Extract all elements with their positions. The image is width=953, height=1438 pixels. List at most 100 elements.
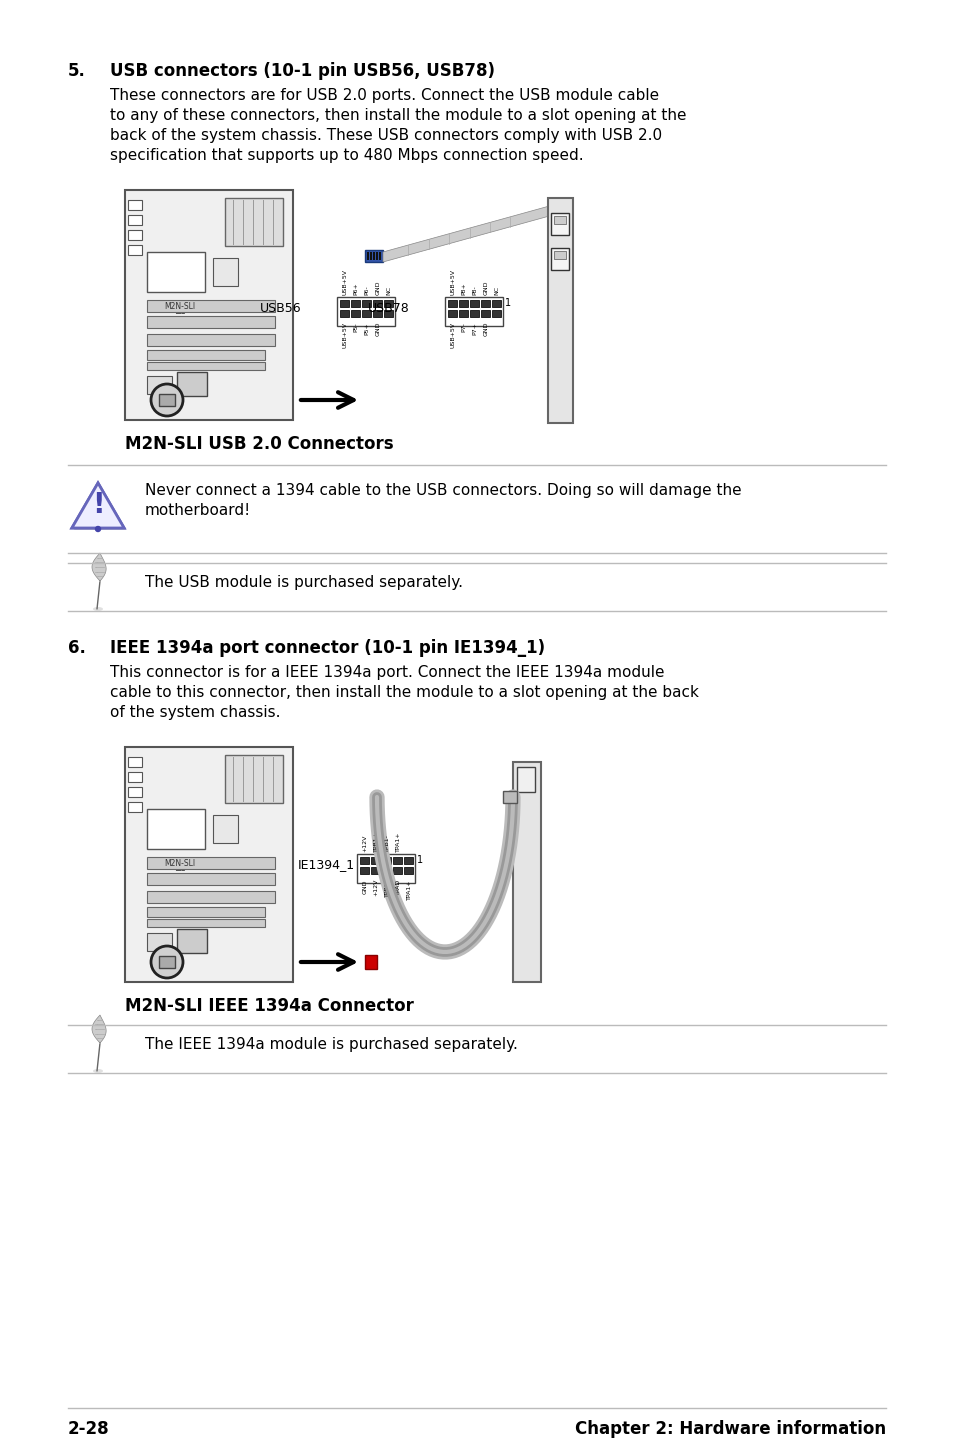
Text: cable to this connector, then install the module to a slot opening at the back: cable to this connector, then install th…: [110, 684, 699, 700]
Bar: [554, 252, 565, 259]
Bar: [554, 216, 565, 224]
Bar: [359, 867, 369, 874]
Bar: [393, 867, 401, 874]
Circle shape: [151, 946, 183, 978]
Bar: [458, 311, 468, 316]
Text: P6-: P6-: [364, 285, 369, 295]
Text: P7-: P7-: [461, 322, 466, 332]
Text: P8+: P8+: [461, 282, 466, 295]
Bar: [128, 244, 142, 255]
Bar: [448, 311, 456, 316]
Text: USB78: USB78: [368, 302, 410, 315]
Text: This connector is for a IEEE 1394a port. Connect the IEEE 1394a module: This connector is for a IEEE 1394a port.…: [110, 664, 664, 680]
Text: Never connect a 1394 cable to the USB connectors. Doing so will damage the: Never connect a 1394 cable to the USB co…: [145, 483, 740, 498]
Bar: [551, 213, 568, 234]
Bar: [517, 766, 535, 792]
Bar: [359, 857, 369, 864]
Bar: [147, 316, 274, 328]
Bar: [502, 791, 517, 802]
Text: of the system chassis.: of the system chassis.: [110, 705, 280, 720]
Bar: [147, 362, 265, 370]
Text: TPB1+: TPB1+: [374, 831, 378, 851]
Text: +12V: +12V: [362, 834, 367, 851]
Text: 5.: 5.: [68, 62, 86, 81]
Bar: [403, 867, 413, 874]
Text: P5+: P5+: [364, 322, 369, 335]
Text: 1: 1: [504, 298, 511, 308]
Text: GND: GND: [375, 280, 380, 295]
Bar: [213, 815, 237, 843]
Bar: [373, 301, 381, 306]
Polygon shape: [71, 483, 124, 528]
Bar: [384, 301, 393, 306]
Bar: [147, 873, 274, 884]
Bar: [373, 311, 381, 316]
Text: IE1394_1: IE1394_1: [297, 858, 355, 871]
Bar: [159, 394, 174, 406]
Bar: [513, 762, 540, 982]
Text: USB+5V: USB+5V: [450, 269, 455, 295]
Bar: [492, 311, 500, 316]
Bar: [147, 919, 265, 928]
Text: TPB1-: TPB1-: [384, 834, 389, 851]
Text: back of the system chassis. These USB connectors comply with USB 2.0: back of the system chassis. These USB co…: [110, 128, 661, 142]
Text: +12V: +12V: [374, 879, 378, 896]
Text: The USB module is purchased separately.: The USB module is purchased separately.: [145, 575, 462, 590]
Text: USB56: USB56: [260, 302, 302, 315]
Bar: [177, 929, 207, 953]
Bar: [384, 311, 393, 316]
Text: to any of these connectors, then install the module to a slot opening at the: to any of these connectors, then install…: [110, 108, 686, 124]
Text: TPB1-: TPB1-: [384, 879, 389, 897]
Bar: [147, 933, 172, 951]
Text: GND: GND: [483, 322, 488, 336]
Text: These connectors are for USB 2.0 ports. Connect the USB module cable: These connectors are for USB 2.0 ports. …: [110, 88, 659, 104]
Bar: [177, 372, 207, 395]
Bar: [480, 301, 490, 306]
Bar: [339, 301, 349, 306]
Circle shape: [151, 384, 183, 416]
Bar: [147, 907, 265, 917]
Bar: [128, 200, 142, 210]
Text: P5-: P5-: [354, 322, 358, 332]
Text: TPA1+: TPA1+: [395, 831, 400, 851]
Text: 1: 1: [416, 856, 423, 866]
Bar: [125, 190, 293, 420]
Bar: [547, 198, 573, 423]
Text: ━━━: ━━━: [175, 312, 185, 316]
Text: M2N-SLI USB 2.0 Connectors: M2N-SLI USB 2.0 Connectors: [125, 436, 394, 453]
Bar: [361, 311, 371, 316]
Bar: [371, 867, 379, 874]
Ellipse shape: [92, 607, 103, 611]
Bar: [351, 311, 359, 316]
Polygon shape: [71, 483, 124, 528]
Text: GND: GND: [375, 322, 380, 336]
Bar: [128, 230, 142, 240]
Bar: [361, 301, 371, 306]
Text: specification that supports up to 480 Mbps connection speed.: specification that supports up to 480 Mb…: [110, 148, 583, 162]
Bar: [551, 247, 568, 270]
Bar: [373, 252, 375, 260]
Text: GND: GND: [362, 879, 367, 893]
Ellipse shape: [92, 1068, 103, 1073]
Bar: [351, 301, 359, 306]
Bar: [128, 772, 142, 782]
Bar: [125, 746, 293, 982]
Bar: [147, 892, 274, 903]
Bar: [225, 198, 283, 246]
Bar: [147, 349, 265, 360]
Text: The IEEE 1394a module is purchased separately.: The IEEE 1394a module is purchased separ…: [145, 1037, 517, 1053]
Bar: [365, 250, 382, 262]
Text: GND: GND: [483, 280, 488, 295]
Bar: [470, 301, 478, 306]
Bar: [458, 301, 468, 306]
Text: P6+: P6+: [354, 282, 358, 295]
Text: P7+: P7+: [472, 322, 477, 335]
Bar: [403, 857, 413, 864]
Text: !: !: [91, 490, 104, 519]
Bar: [371, 857, 379, 864]
Bar: [381, 867, 391, 874]
Bar: [375, 252, 377, 260]
Bar: [367, 252, 369, 260]
Bar: [393, 857, 401, 864]
Bar: [492, 301, 500, 306]
